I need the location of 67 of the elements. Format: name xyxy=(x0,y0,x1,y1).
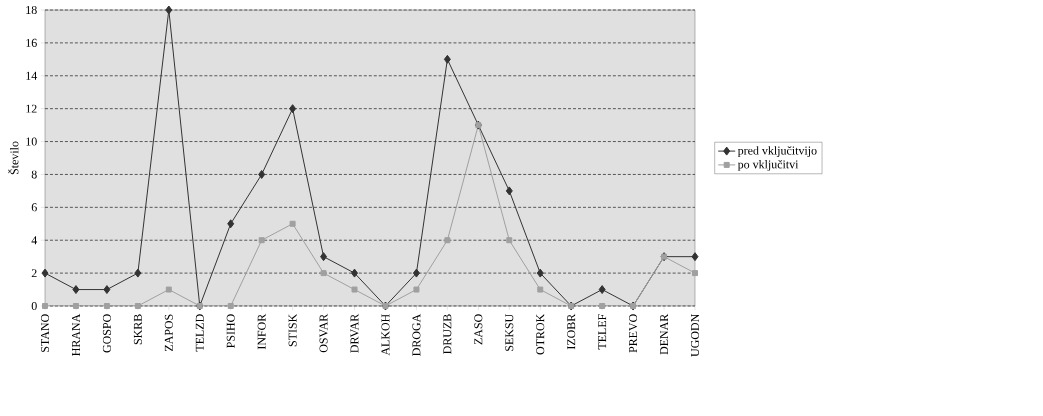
point xyxy=(289,220,296,227)
point xyxy=(413,286,420,293)
point xyxy=(536,268,544,278)
point xyxy=(227,303,234,309)
x-tick-label: STISK xyxy=(288,313,297,347)
x-tick-label: TELZD xyxy=(195,314,204,352)
x-tick-label: TELEF xyxy=(598,314,607,350)
x-tick-label: PREVO xyxy=(629,314,638,353)
y-tick-label: 0 xyxy=(31,301,37,311)
x-tick-label: SKRB xyxy=(133,314,142,345)
legend-label: pred vključitvijo xyxy=(737,146,817,158)
point xyxy=(443,54,451,64)
point xyxy=(506,237,513,244)
x-tick-label: OSVAR xyxy=(319,313,328,353)
point xyxy=(320,252,328,262)
x-tick-label: DENAR xyxy=(660,313,669,355)
x-tick-label: ZAPOS xyxy=(164,314,173,352)
y-tick-label: 10 xyxy=(26,137,37,146)
point xyxy=(42,303,48,309)
point xyxy=(227,219,235,229)
point xyxy=(165,5,173,15)
point xyxy=(599,303,606,309)
y-axis-title: Število xyxy=(8,141,19,175)
legend-label: po vključitvi xyxy=(737,160,799,171)
x-tick-label: ZASO xyxy=(474,314,483,345)
x-tick-label: STANO xyxy=(40,314,50,352)
x-tick-label: ALKOH xyxy=(381,314,390,356)
point xyxy=(351,268,359,278)
point xyxy=(165,286,172,293)
x-tick-label: PSIHO xyxy=(226,314,235,348)
x-tick-label: UGODN xyxy=(690,314,700,357)
x-tick-label: SEKSU xyxy=(505,314,514,351)
y-tick-label: 6 xyxy=(31,203,37,212)
x-tick-label: INFOR xyxy=(257,313,266,350)
y-tick-label: 18 xyxy=(26,5,37,15)
y-tick-label: 12 xyxy=(26,104,37,113)
point xyxy=(103,303,110,309)
x-tick-label: GOSPO xyxy=(102,314,111,353)
point xyxy=(691,252,699,262)
y-tick-label: 4 xyxy=(31,236,38,245)
point xyxy=(72,303,79,309)
point xyxy=(258,237,265,244)
point xyxy=(289,104,297,114)
y-tick-label: 2 xyxy=(31,269,37,278)
point xyxy=(444,237,451,244)
point xyxy=(134,268,142,278)
x-tick-label: DRVAR xyxy=(350,313,359,353)
x-tick-label: IZOBR xyxy=(567,313,576,350)
x-tick-label: DROGA xyxy=(412,313,421,356)
point xyxy=(351,286,358,293)
y-tick-label: 16 xyxy=(26,38,37,47)
point xyxy=(258,169,266,179)
point xyxy=(41,268,49,278)
point xyxy=(134,303,141,309)
point xyxy=(692,270,698,277)
point xyxy=(103,285,111,295)
point xyxy=(320,270,327,277)
point xyxy=(72,285,80,295)
point xyxy=(537,286,544,293)
x-tick-label: HRANA xyxy=(72,313,80,356)
point xyxy=(598,285,606,295)
point xyxy=(505,186,513,196)
point xyxy=(412,268,420,278)
x-tick-label: OTROK xyxy=(536,313,545,355)
x-tick-label: DRUZB xyxy=(443,314,452,354)
y-tick-label: 14 xyxy=(26,71,38,80)
y-tick-label: 8 xyxy=(31,170,37,179)
